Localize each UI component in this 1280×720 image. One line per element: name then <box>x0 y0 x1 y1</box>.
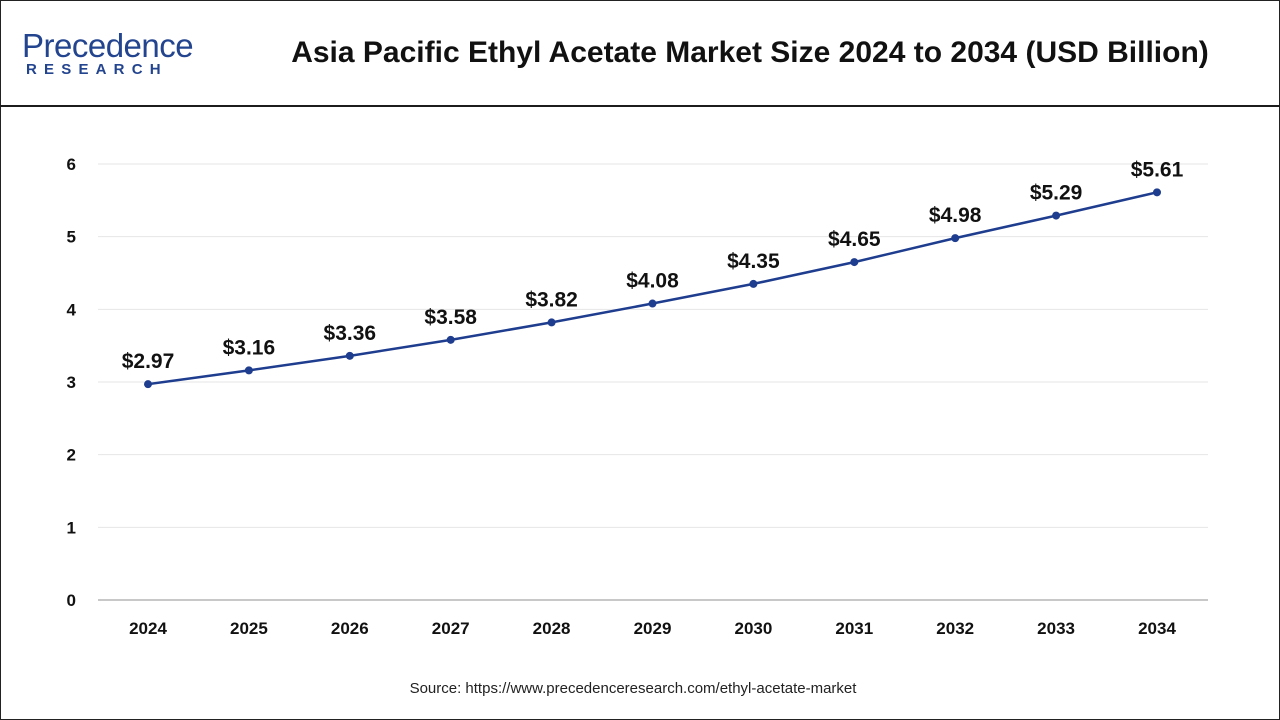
x-tick-label: 2034 <box>1138 619 1176 638</box>
y-tick-label: 2 <box>67 446 76 465</box>
data-point <box>749 279 758 288</box>
data-label: $4.35 <box>727 250 780 273</box>
data-label: $3.58 <box>424 306 477 329</box>
x-tick-label: 2033 <box>1037 619 1075 638</box>
y-tick-label: 1 <box>67 518 76 537</box>
precedence-research-logo: Precedence RESEARCH <box>22 28 212 84</box>
data-label: $4.65 <box>828 228 881 251</box>
y-axis-ticks: 0 1 2 3 4 5 6 <box>67 155 77 610</box>
y-tick-label: 4 <box>67 300 77 319</box>
x-tick-label: 2032 <box>936 619 974 638</box>
data-label: $2.97 <box>122 350 175 373</box>
x-tick-label: 2031 <box>835 619 873 638</box>
data-point <box>446 335 455 344</box>
logo-name: Precedence <box>22 27 194 64</box>
x-tick-label: 2026 <box>331 619 369 638</box>
x-tick-label: 2024 <box>129 619 167 638</box>
x-axis-ticks: 2024 2025 2026 2027 2028 2029 2030 2031 2032 2033… <box>129 619 1176 638</box>
data-point <box>345 351 354 360</box>
data-point <box>1153 188 1161 197</box>
x-tick-label: 2030 <box>734 619 772 638</box>
x-tick-label: 2028 <box>533 619 571 638</box>
x-tick-label: 2025 <box>230 619 268 638</box>
chart-header: Precedence RESEARCH Asia Pacific Ethyl A… <box>0 0 1280 107</box>
gridlines <box>98 163 1208 528</box>
data-label: $3.16 <box>223 336 276 359</box>
y-tick-label: 3 <box>67 373 76 392</box>
data-point <box>547 318 556 327</box>
data-label: $5.29 <box>1030 182 1083 205</box>
data-label: $3.36 <box>324 322 377 345</box>
data-label: $3.82 <box>525 288 578 311</box>
logo-subtitle: RESEARCH <box>26 61 168 78</box>
x-tick-label: 2029 <box>634 619 672 638</box>
data-point <box>648 299 657 308</box>
data-point <box>850 258 859 267</box>
data-label: $5.61 <box>1131 158 1184 181</box>
data-point <box>144 380 152 389</box>
y-tick-label: 6 <box>67 155 76 174</box>
data-label: $4.98 <box>929 204 982 227</box>
data-point <box>1052 211 1061 220</box>
data-label: $4.08 <box>626 270 679 293</box>
data-labels: $2.97 $3.16 $3.36 $3.58 $3.82 $4.08 $4.35 $4.65… <box>122 158 1184 373</box>
x-tick-label: 2027 <box>432 619 470 638</box>
y-tick-label: 0 <box>67 591 76 610</box>
y-tick-label: 5 <box>67 228 76 247</box>
source-note: Source: https://www.precedenceresearch.c… <box>409 680 857 697</box>
chart-title: Asia Pacific Ethyl Acetate Market Size 2… <box>291 36 1209 69</box>
data-point <box>951 234 960 243</box>
data-point <box>244 366 253 375</box>
data-points <box>144 188 1161 389</box>
